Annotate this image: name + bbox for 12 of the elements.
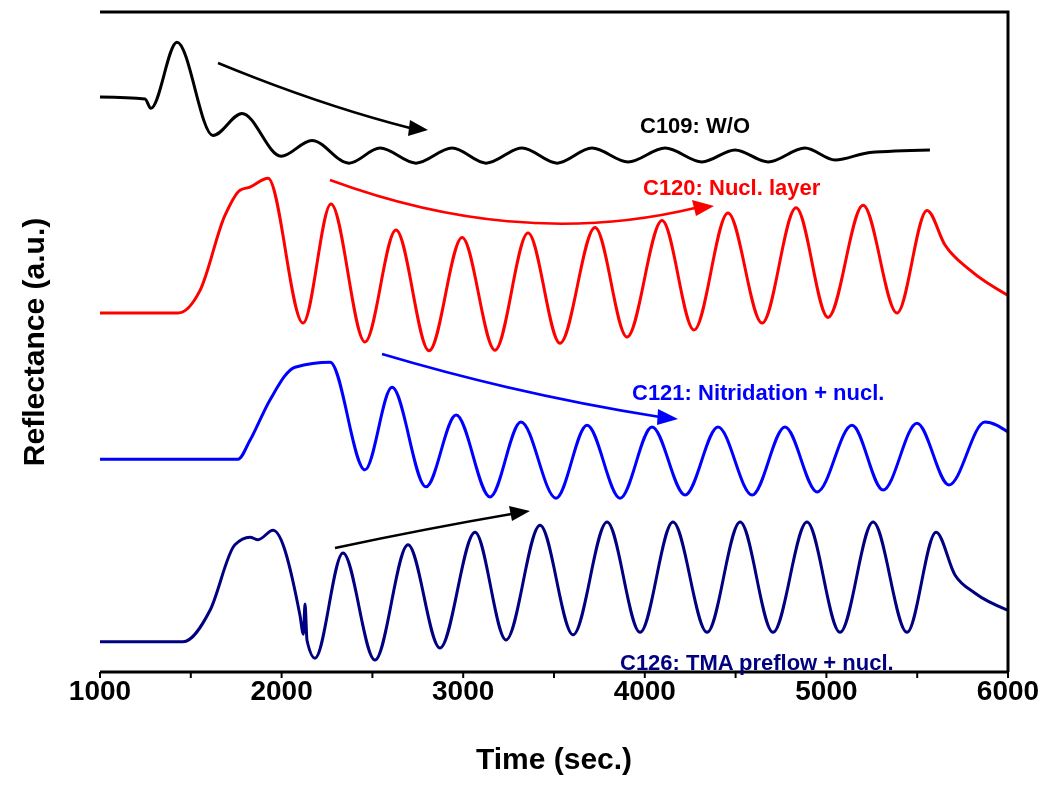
x-axis-title: Time (sec.) bbox=[475, 742, 633, 775]
x-tick-label: 6000 bbox=[976, 674, 1040, 706]
series-label: C121: Nitridation + nucl. bbox=[632, 380, 885, 405]
y-axis-title: Reflectance (a.u.) bbox=[17, 217, 50, 467]
x-tick-label: 3000 bbox=[432, 674, 495, 706]
series-label: C109: W/O bbox=[640, 113, 751, 138]
x-tick-label: 2000 bbox=[250, 674, 313, 706]
x-tick-label: 5000 bbox=[795, 674, 858, 706]
series-label: C120: Nucl. layer bbox=[643, 175, 821, 200]
series-label: C126: TMA preflow + nucl. bbox=[620, 650, 894, 675]
x-tick-label: 1000 bbox=[68, 674, 132, 706]
x-tick-label: 4000 bbox=[613, 674, 676, 706]
